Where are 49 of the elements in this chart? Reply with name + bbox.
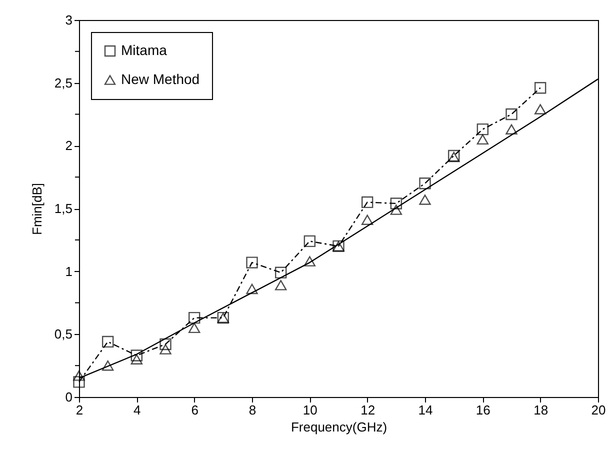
point [506,108,518,120]
point [476,134,489,145]
x-tick-label: 20 [591,402,606,418]
point [188,312,200,324]
x-tick-label: 4 [134,402,141,418]
legend-label: New Method [121,71,200,87]
x-tick-label: 6 [191,402,198,418]
y-tick-label: 3 [65,12,72,28]
point [246,256,258,268]
x-tick-label: 8 [248,402,256,418]
point [534,104,546,114]
point [390,204,402,215]
y-tick-label: 1,5 [54,201,72,216]
y-tick-label: 1 [65,264,72,279]
x-tick-label: 16 [476,402,490,418]
point [534,82,546,94]
point [274,280,287,290]
point [419,178,431,190]
point [160,338,172,350]
x-tick-label: 14 [418,402,433,418]
point [419,194,431,205]
point [188,322,200,334]
point [130,354,143,364]
legend-label: Mitama [121,42,168,58]
y-tick-label: 0 [65,390,72,404]
point [130,350,143,362]
point [361,214,374,225]
x-tick-label: 18 [534,402,548,418]
x-axis-title: Frequency(GHz) [290,420,388,434]
y-axis-title: Fmin[dB] [29,182,44,236]
point [160,344,172,354]
point [304,235,316,248]
point [102,336,114,348]
y-tick-label: 2 [65,138,72,154]
y-tick-label: 2,5 [54,75,72,90]
x-tick-label: 2 [76,402,84,418]
point [102,360,114,371]
point [390,198,402,210]
point [361,196,374,208]
x-tick-label: 10 [302,402,318,418]
point [304,256,316,266]
point [246,284,258,294]
point [73,376,85,388]
point [73,370,85,381]
x-tick-label: 12 [360,402,376,418]
y-tick-label: 0,5 [54,326,72,342]
point [476,123,489,136]
point [506,124,518,134]
point [274,266,287,278]
